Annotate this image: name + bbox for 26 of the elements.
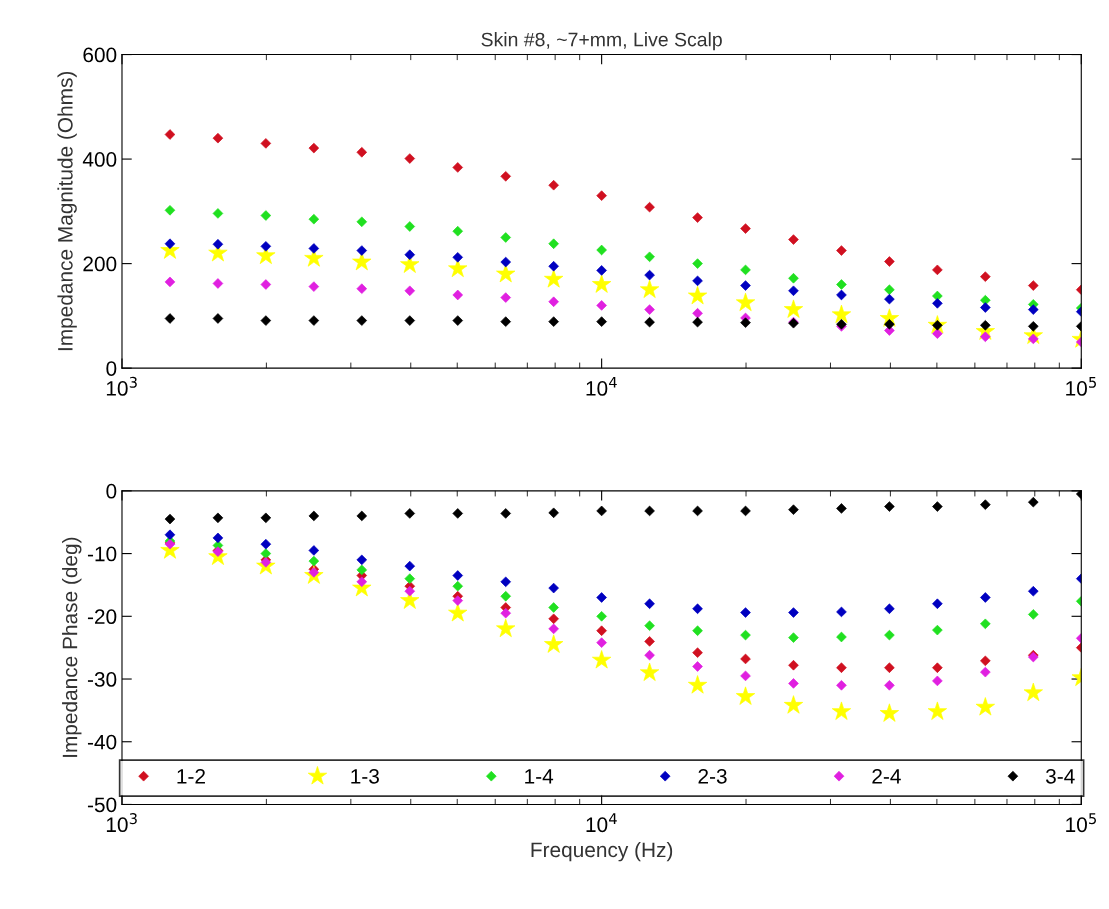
x-tick-label: 10$^{4}$ — [586, 376, 617, 396]
y-tick-label: 0 — [106, 483, 117, 499]
legend-label: 2-3 — [698, 768, 727, 784]
legend-label: 1-4 — [525, 769, 554, 784]
y-tick-label: -50 — [87, 797, 117, 813]
x-axis-title: Frequency (Hz) — [531, 841, 673, 862]
x-tick-label: 10$^{5}$ — [1066, 376, 1096, 396]
y-axis-title: Impedance Phase (deg) — [62, 537, 82, 757]
legend-label: 2-4 — [872, 768, 901, 784]
y-tick-label: 600 — [83, 47, 117, 63]
y-tick-label: 200 — [83, 256, 117, 272]
legend-label: 1-2 — [177, 768, 205, 784]
chart-title: Skin #8, ~7+mm, Live Scalp — [481, 32, 722, 51]
y-tick-label: 0 — [106, 361, 117, 376]
x-tick-label: 10$^{4}$ — [586, 813, 617, 833]
legend-label: 1-3 — [351, 768, 379, 784]
legend-label: 3-4 — [1045, 768, 1075, 784]
y-axis-title: Impedance Magnitude (Ohms) — [57, 71, 77, 351]
y-tick-label: -10 — [87, 546, 117, 562]
x-tick-label: 10$^{3}$ — [106, 376, 137, 396]
y-tick-label: -20 — [87, 609, 117, 625]
y-tick-label: 400 — [82, 152, 117, 167]
x-tick-label: 10$^{3}$ — [106, 813, 137, 833]
y-tick-label: -40 — [87, 734, 117, 750]
x-tick-label: 10$^{5}$ — [1066, 813, 1096, 833]
y-tick-label: -30 — [87, 672, 117, 687]
